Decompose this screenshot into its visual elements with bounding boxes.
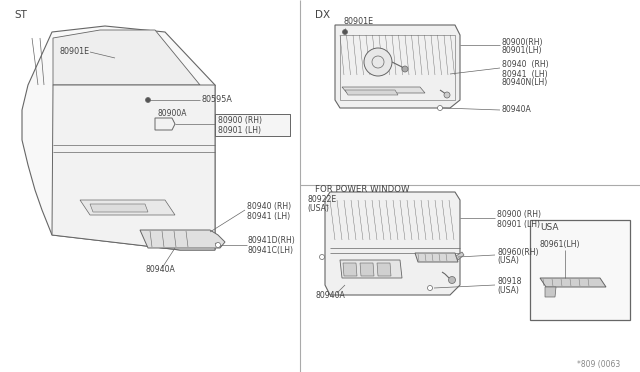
Polygon shape (343, 263, 357, 276)
Polygon shape (53, 30, 200, 85)
Polygon shape (340, 260, 402, 278)
Bar (215, 114, 290, 136)
Text: 80901E: 80901E (60, 48, 90, 57)
Circle shape (216, 243, 221, 247)
Text: 80901(LH): 80901(LH) (502, 46, 543, 55)
Text: (USA): (USA) (497, 286, 519, 295)
Polygon shape (335, 25, 460, 108)
Circle shape (319, 254, 324, 260)
Text: 80901E: 80901E (343, 17, 373, 26)
Polygon shape (540, 278, 606, 287)
Text: 80900(RH): 80900(RH) (502, 38, 543, 46)
Polygon shape (22, 26, 215, 250)
Polygon shape (325, 192, 460, 295)
Polygon shape (342, 87, 425, 93)
Polygon shape (456, 252, 464, 260)
Polygon shape (545, 287, 556, 297)
Text: 80940A: 80940A (502, 106, 532, 115)
Text: 80941C(LH): 80941C(LH) (248, 246, 294, 254)
Circle shape (428, 285, 433, 291)
Circle shape (342, 29, 348, 35)
Text: 80900 (RH): 80900 (RH) (218, 116, 262, 125)
Polygon shape (345, 90, 398, 95)
Text: FOR POWER WINDOW: FOR POWER WINDOW (315, 186, 410, 195)
Text: ST: ST (14, 10, 27, 20)
Text: (USA): (USA) (497, 257, 519, 266)
Text: 80961(LH): 80961(LH) (540, 241, 580, 250)
Text: (USA): (USA) (307, 205, 329, 214)
Text: 80941D(RH): 80941D(RH) (248, 237, 296, 246)
Text: 80918: 80918 (497, 278, 522, 286)
Text: *809 (0063: *809 (0063 (577, 360, 620, 369)
Text: 80940N(LH): 80940N(LH) (502, 78, 548, 87)
Polygon shape (415, 253, 458, 262)
Polygon shape (80, 200, 175, 215)
Text: 80940A: 80940A (145, 266, 175, 275)
Circle shape (438, 106, 442, 110)
Text: 80941  (LH): 80941 (LH) (502, 70, 548, 78)
Text: 80901 (LH): 80901 (LH) (497, 219, 540, 228)
Polygon shape (90, 204, 148, 212)
Bar (530, 220, 630, 320)
Polygon shape (52, 85, 215, 250)
Polygon shape (360, 263, 374, 276)
Text: DX: DX (315, 10, 330, 20)
Circle shape (449, 276, 456, 283)
Text: 80960(RH): 80960(RH) (497, 247, 538, 257)
Text: 80595A: 80595A (202, 96, 233, 105)
Polygon shape (140, 230, 225, 248)
Polygon shape (377, 263, 391, 276)
Circle shape (444, 92, 450, 98)
Text: 80940  (RH): 80940 (RH) (502, 61, 548, 70)
Text: 80941 (LH): 80941 (LH) (247, 212, 290, 221)
Text: 80901 (LH): 80901 (LH) (218, 125, 261, 135)
Text: USA: USA (540, 224, 559, 232)
Circle shape (402, 66, 408, 72)
Text: 80900 (RH): 80900 (RH) (497, 211, 541, 219)
Text: 80940 (RH): 80940 (RH) (247, 202, 291, 212)
Circle shape (364, 48, 392, 76)
Text: 80940A: 80940A (315, 291, 345, 299)
Text: 80900A: 80900A (158, 109, 188, 119)
Text: 80922E: 80922E (307, 196, 336, 205)
Circle shape (145, 97, 150, 103)
